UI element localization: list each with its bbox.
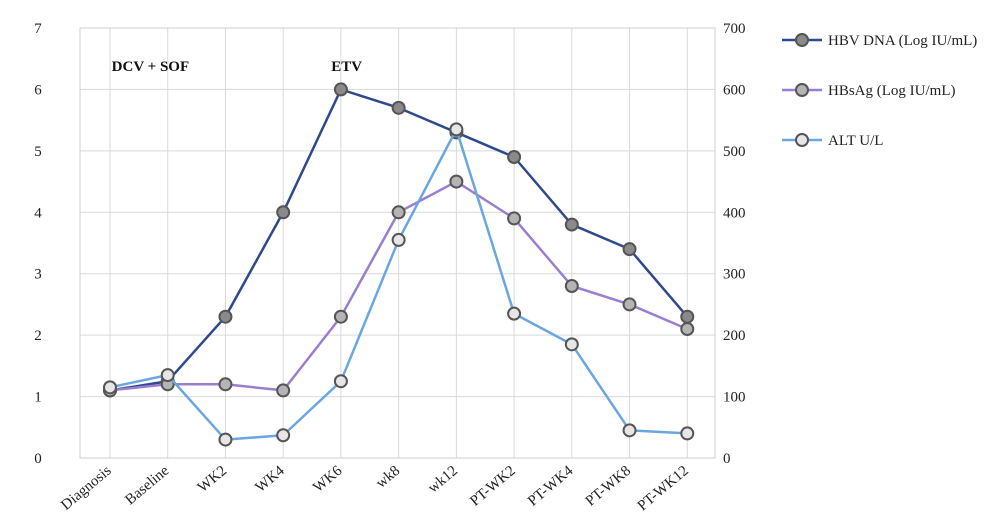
y-right-tick-label: 100 xyxy=(723,390,746,406)
annotation-label: DCV + SOF xyxy=(112,59,189,75)
y-left-tick-label: 2 xyxy=(34,328,42,344)
x-tick-label: WK4 xyxy=(253,462,289,495)
x-tick-label: PT-WK12 xyxy=(635,463,692,515)
data-point xyxy=(680,426,695,441)
x-tick-label: wk12 xyxy=(425,463,461,497)
y-right-tick-label: 600 xyxy=(723,82,746,98)
x-tick-label: WK2 xyxy=(195,463,230,496)
data-point xyxy=(564,337,579,352)
annotation-label: ETV xyxy=(331,59,362,75)
data-point xyxy=(507,150,522,164)
data-point xyxy=(391,100,406,115)
y-right-tick-label: 500 xyxy=(723,144,746,160)
data-point xyxy=(276,205,291,220)
y-right-tick-label: 0 xyxy=(723,451,731,467)
y-left-tick-label: 5 xyxy=(34,144,42,160)
y-right-tick-label: 400 xyxy=(723,205,746,221)
data-point xyxy=(333,374,348,389)
data-point xyxy=(218,377,233,392)
data-point xyxy=(391,205,406,220)
y-right-tick-label: 200 xyxy=(723,328,746,344)
data-point xyxy=(333,309,348,324)
data-point xyxy=(622,297,637,312)
data-point xyxy=(276,383,291,398)
data-point xyxy=(333,82,348,97)
y-left-tick-label: 0 xyxy=(34,451,42,467)
data-point xyxy=(276,428,291,443)
data-point xyxy=(103,380,117,395)
legend-marker xyxy=(795,33,809,47)
x-tick-label: PT-WK2 xyxy=(467,463,518,510)
data-point xyxy=(391,232,406,247)
data-point xyxy=(680,322,695,336)
data-point xyxy=(622,242,637,257)
data-point xyxy=(622,423,637,438)
axes: 0 1 2 3 4 5 6 7 0 100 200 300 400 500 600 700 Diagnosis B… xyxy=(34,21,745,514)
x-tick-label: PT-WK8 xyxy=(583,463,634,510)
data-point xyxy=(564,279,579,293)
legend-label: HBsAg (Log IU/mL) xyxy=(828,83,956,99)
legend-label: ALT U/L xyxy=(828,133,883,149)
x-tick-label: wk8 xyxy=(373,463,403,492)
x-tick-label: PT-WK4 xyxy=(525,462,577,509)
data-point xyxy=(449,122,464,137)
x-tick-label: Baseline xyxy=(122,463,172,509)
x-tick-label: WK6 xyxy=(310,462,346,495)
y-left-tick-label: 3 xyxy=(34,267,42,283)
y-right-tick-label: 700 xyxy=(723,21,746,37)
legend-label: HBV DNA (Log IU/mL) xyxy=(828,33,977,49)
y-left-tick-label: 4 xyxy=(34,205,42,221)
legend: HBV DNA (Log IU/mL) HBsAg (Log IU/mL) ALT … xyxy=(782,33,977,149)
y-left-tick-label: 7 xyxy=(34,21,42,37)
series-lines xyxy=(103,82,695,447)
x-tick-label: Diagnosis xyxy=(58,463,114,514)
data-point xyxy=(507,306,522,321)
legend-marker xyxy=(795,83,809,97)
annotations: DCV + SOF ETV xyxy=(112,59,363,75)
data-point xyxy=(507,211,522,226)
y-left-tick-label: 1 xyxy=(34,390,42,406)
legend-marker xyxy=(795,133,809,147)
data-point xyxy=(680,309,695,324)
data-point xyxy=(218,309,233,324)
data-point xyxy=(218,432,233,447)
plot-frame xyxy=(79,27,716,459)
data-point xyxy=(449,174,464,189)
y-left-tick-label: 6 xyxy=(34,82,42,98)
data-point xyxy=(160,368,175,383)
data-point xyxy=(564,217,579,232)
y-right-tick-label: 300 xyxy=(723,267,746,283)
